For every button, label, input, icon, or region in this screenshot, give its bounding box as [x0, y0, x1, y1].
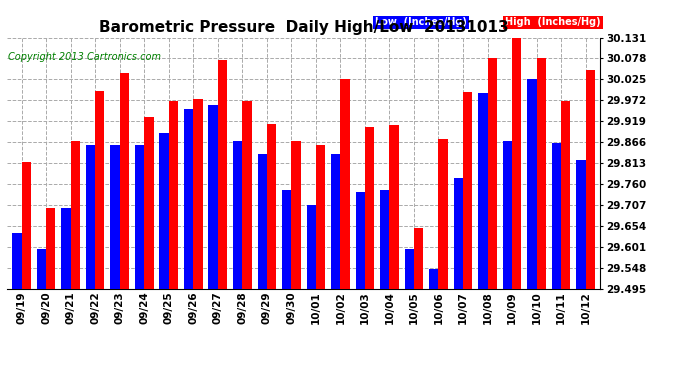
Bar	[159, 133, 169, 289]
Bar	[429, 269, 438, 289]
Bar	[61, 208, 70, 289]
Text: High  (Inches/Hg): High (Inches/Hg)	[505, 18, 601, 27]
Bar	[95, 91, 104, 289]
Bar	[365, 127, 374, 289]
Bar	[46, 208, 55, 289]
Bar	[586, 70, 595, 289]
Bar	[537, 58, 546, 289]
Bar	[169, 101, 178, 289]
Bar	[389, 125, 399, 289]
Bar	[242, 101, 252, 289]
Bar	[453, 178, 463, 289]
Bar	[316, 146, 325, 289]
Bar	[340, 80, 350, 289]
Bar	[414, 228, 423, 289]
Bar	[463, 92, 472, 289]
Bar	[561, 101, 571, 289]
Bar	[512, 38, 522, 289]
Text: Low  (Inches/Hg): Low (Inches/Hg)	[375, 18, 466, 27]
Bar	[404, 249, 414, 289]
Bar	[70, 141, 80, 289]
Bar	[193, 99, 203, 289]
Bar	[233, 141, 242, 289]
Bar	[576, 160, 586, 289]
Bar	[331, 154, 340, 289]
Bar	[218, 60, 227, 289]
Title: Barometric Pressure  Daily High/Low  20131013: Barometric Pressure Daily High/Low 20131…	[99, 20, 509, 35]
Bar	[380, 190, 389, 289]
Bar	[552, 142, 561, 289]
Bar	[135, 144, 144, 289]
Text: Copyright 2013 Cartronics.com: Copyright 2013 Cartronics.com	[8, 52, 161, 62]
Bar	[527, 80, 537, 289]
Bar	[291, 141, 301, 289]
Bar	[257, 154, 267, 289]
Bar	[208, 105, 218, 289]
Bar	[306, 206, 316, 289]
Bar	[37, 249, 46, 289]
Bar	[355, 192, 365, 289]
Bar	[144, 117, 154, 289]
Bar	[119, 73, 129, 289]
Bar	[86, 144, 95, 289]
Bar	[282, 190, 291, 289]
Bar	[478, 93, 488, 289]
Bar	[488, 58, 497, 289]
Bar	[12, 234, 21, 289]
Bar	[267, 124, 276, 289]
Bar	[110, 144, 119, 289]
Bar	[503, 141, 512, 289]
Bar	[21, 162, 31, 289]
Bar	[438, 139, 448, 289]
Bar	[184, 109, 193, 289]
